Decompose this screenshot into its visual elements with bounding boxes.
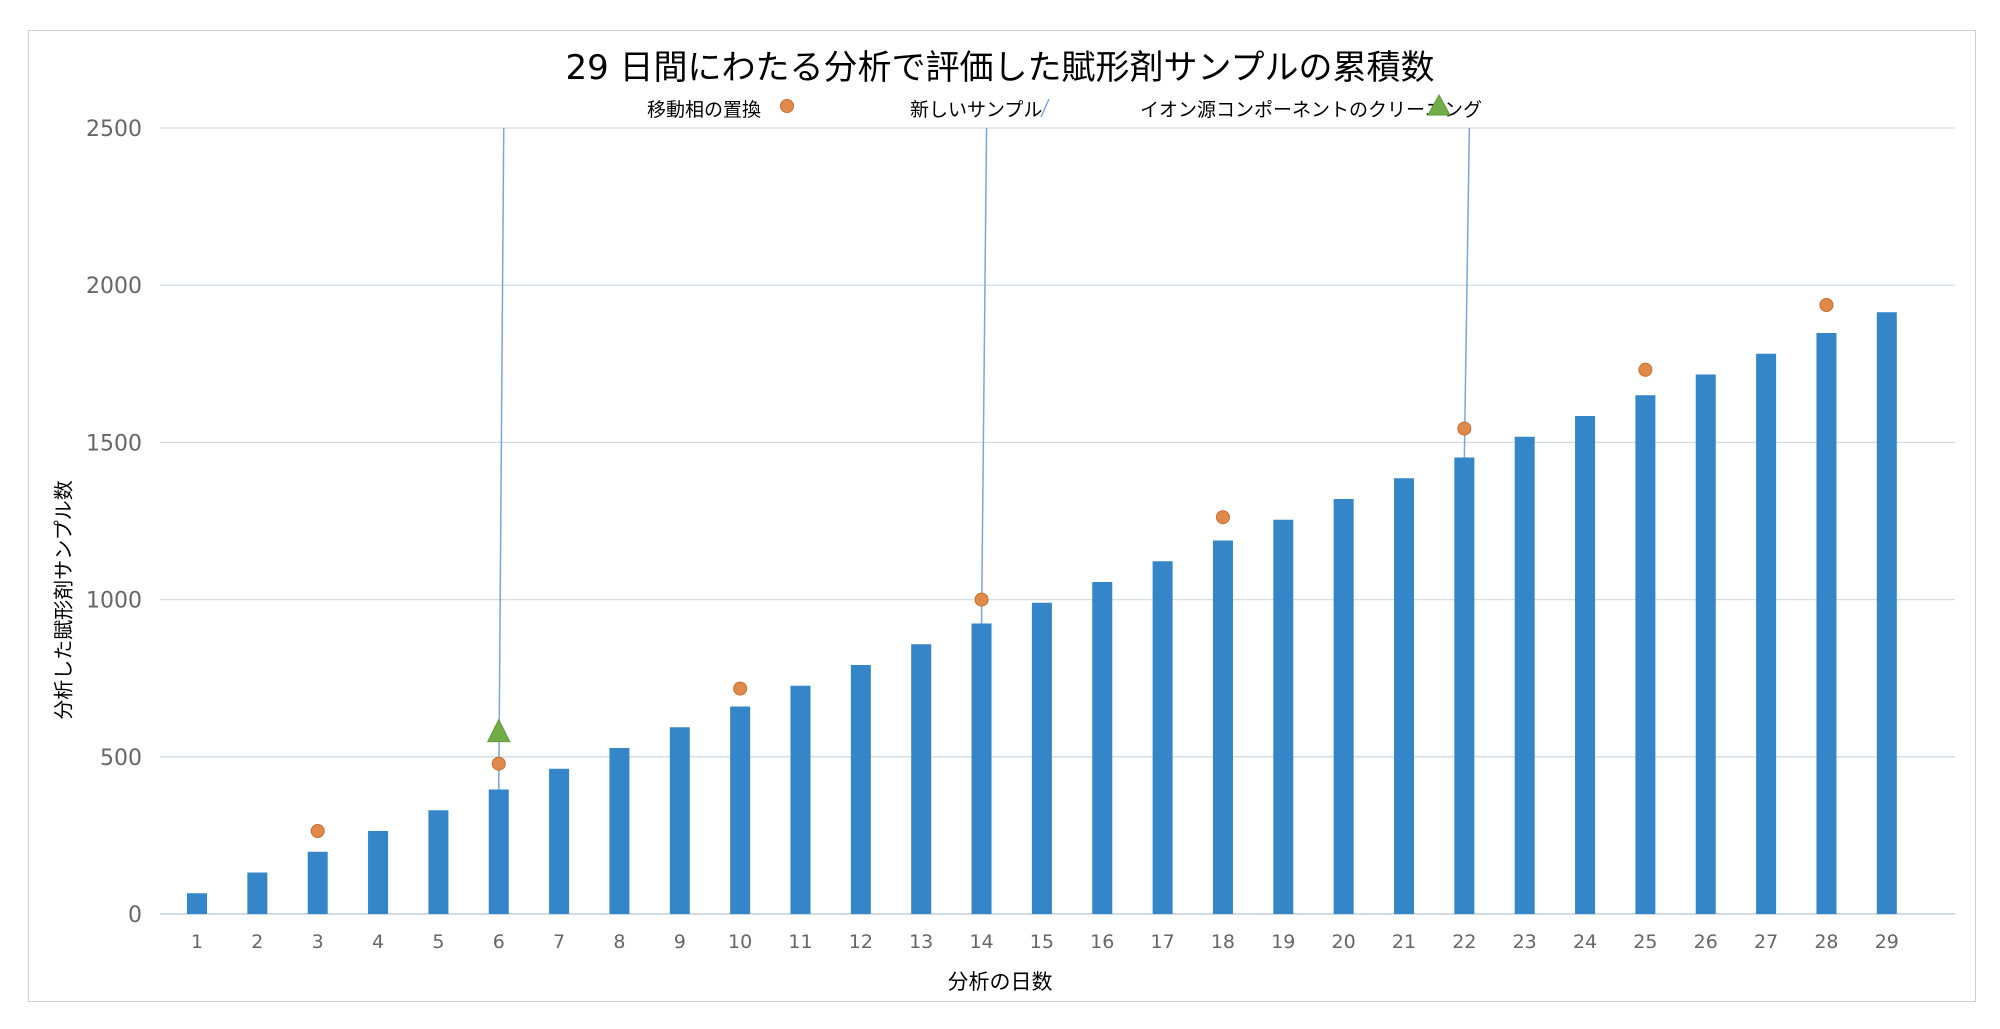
chart-frame <box>28 30 1976 1002</box>
y-tick-label: 0 <box>128 903 142 928</box>
bar <box>1152 561 1173 914</box>
x-tick-label: 27 <box>1754 931 1778 953</box>
x-tick-label: 11 <box>788 931 812 953</box>
x-axis-label: 分析の日数 <box>947 970 1053 994</box>
x-tick-label: 23 <box>1513 931 1537 953</box>
x-tick-label: 3 <box>312 931 324 953</box>
bar <box>790 685 811 914</box>
legend-label-new-sample: 新しいサンプル <box>910 99 1043 121</box>
bar <box>609 747 630 914</box>
bar <box>1212 540 1233 914</box>
bar <box>1514 436 1535 914</box>
bar <box>1333 498 1354 914</box>
y-tick-label: 1000 <box>86 589 142 614</box>
x-tick-label: 26 <box>1694 931 1718 953</box>
bar <box>1876 312 1897 914</box>
mobile-phase-marker <box>491 756 506 771</box>
bar <box>428 810 449 914</box>
mobile-phase-marker <box>1215 510 1230 525</box>
bar <box>1695 374 1716 914</box>
bar <box>1031 602 1052 914</box>
x-tick-label: 22 <box>1452 931 1476 953</box>
chart-title: 29 日間にわたる分析で評価した賦形剤サンプルの累積数 <box>565 48 1435 88</box>
ion-source-cleaning-marker <box>486 718 511 743</box>
bar <box>1575 415 1596 914</box>
mobile-phase-marker <box>310 823 325 838</box>
x-tick-label: 1 <box>191 931 203 953</box>
new-sample-line <box>498 127 505 790</box>
y-tick-label: 2500 <box>86 117 142 142</box>
bar <box>1273 519 1294 914</box>
bar <box>911 644 932 914</box>
y-tick-label: 2000 <box>86 274 142 299</box>
new-sample-line <box>980 127 988 624</box>
x-tick-label: 25 <box>1633 931 1657 953</box>
bar <box>549 768 570 914</box>
legend-triangle-icon <box>1427 93 1451 116</box>
x-tick-label: 8 <box>613 931 625 953</box>
y-tick-label: 1500 <box>86 431 142 456</box>
bar <box>368 830 389 914</box>
legend-label-mobile-phase: 移動相の置換 <box>647 99 762 121</box>
bar <box>488 789 509 914</box>
bar <box>247 872 268 914</box>
bar <box>850 664 871 914</box>
x-tick-label: 17 <box>1151 931 1175 953</box>
x-tick-label: 4 <box>372 931 384 953</box>
bar <box>730 706 751 914</box>
x-tick-label: 24 <box>1573 931 1597 953</box>
x-tick-label: 16 <box>1090 931 1114 953</box>
mobile-phase-marker <box>733 681 748 696</box>
new-sample-line <box>1463 127 1471 458</box>
x-tick-label: 12 <box>849 931 873 953</box>
mobile-phase-marker <box>974 592 989 607</box>
mobile-phase-marker <box>1819 298 1834 313</box>
legend-line-icon <box>1040 98 1050 118</box>
x-tick-label: 19 <box>1271 931 1295 953</box>
x-tick-label: 9 <box>674 931 686 953</box>
bar <box>1092 581 1113 914</box>
bar <box>307 851 328 914</box>
bar <box>1635 395 1656 914</box>
y-tick-label: 500 <box>100 746 142 771</box>
bar <box>1756 353 1777 914</box>
bar <box>1816 332 1837 915</box>
x-tick-label: 15 <box>1030 931 1054 953</box>
x-tick-label: 13 <box>909 931 933 953</box>
bar <box>669 727 690 914</box>
x-tick-label: 14 <box>969 931 993 953</box>
bar <box>1454 457 1475 914</box>
x-tick-label: 28 <box>1814 931 1838 953</box>
x-tick-label: 7 <box>553 931 565 953</box>
x-tick-label: 6 <box>493 931 505 953</box>
x-tick-label: 2 <box>251 931 263 953</box>
bar <box>187 893 207 914</box>
x-tick-label: 29 <box>1875 931 1899 953</box>
bar <box>971 623 992 914</box>
x-tick-label: 10 <box>728 931 752 953</box>
mobile-phase-marker <box>1457 421 1472 436</box>
x-tick-label: 21 <box>1392 931 1416 953</box>
x-tick-label: 5 <box>432 931 444 953</box>
x-tick-label: 20 <box>1332 931 1356 953</box>
legend-circle-icon <box>780 99 794 113</box>
x-tick-label: 18 <box>1211 931 1235 953</box>
bar <box>1394 478 1414 914</box>
legend-label-ion-source-cleaning: イオン源コンポーネントのクリーニング <box>1140 99 1483 121</box>
mobile-phase-marker <box>1638 362 1653 377</box>
